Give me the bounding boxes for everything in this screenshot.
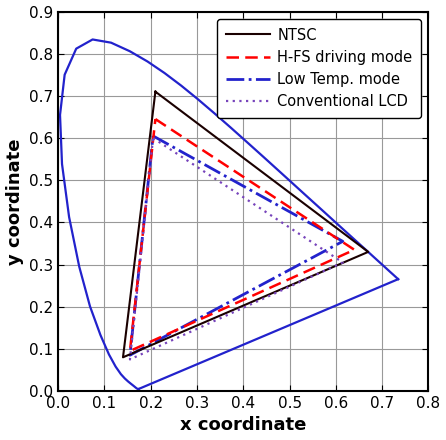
- X-axis label: x coordinate: x coordinate: [180, 416, 306, 434]
- Legend: NTSC, H-FS driving mode, Low Temp. mode, Conventional LCD: NTSC, H-FS driving mode, Low Temp. mode,…: [217, 19, 421, 118]
- Y-axis label: y coordinate: y coordinate: [5, 138, 24, 264]
